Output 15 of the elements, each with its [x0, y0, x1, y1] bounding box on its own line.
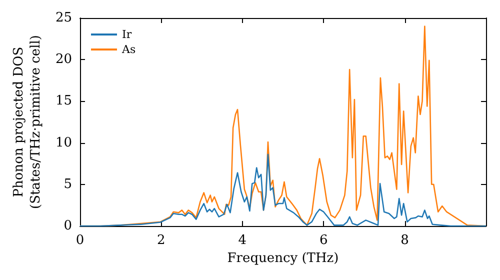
legend-label: Ir: [122, 28, 132, 41]
y-tick-label: 5: [64, 176, 72, 192]
y-axis-title: Phonon projected DOS (States/THz·primitive cell): [12, 34, 44, 210]
y-tick-label: 20: [55, 52, 72, 68]
x-tick-label: 4: [238, 233, 247, 248]
legend-label: As: [121, 43, 136, 56]
x-tick-label: 8: [400, 233, 409, 248]
y-tick-label: 25: [55, 10, 72, 26]
x-tick-label: 0: [76, 233, 84, 248]
y-tick-label: 0: [64, 218, 72, 234]
y-tick-label: 10: [55, 135, 72, 150]
x-tick-label: 6: [319, 233, 328, 248]
y-tick-label: 15: [55, 94, 72, 109]
x-tick-label: 2: [157, 233, 166, 248]
x-axis-title: Frequency (THz): [227, 250, 339, 266]
